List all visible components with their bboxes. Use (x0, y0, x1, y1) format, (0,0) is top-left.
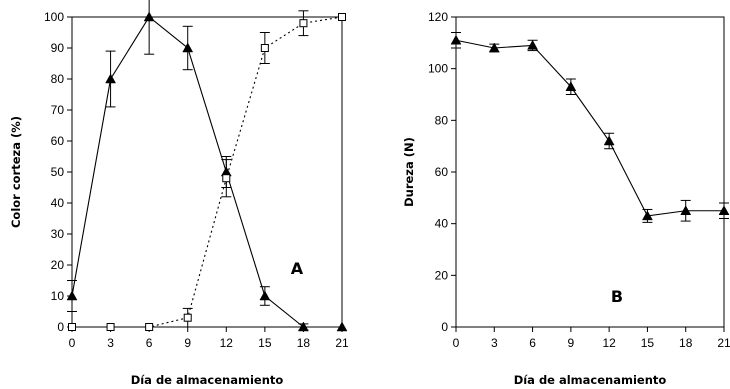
y-tick-label: 120 (428, 10, 448, 24)
y-tick-label: 0 (57, 320, 64, 334)
y-tick-label: 10 (51, 289, 65, 303)
x-tick-label: 18 (297, 336, 311, 350)
y-tick-label: 50 (51, 165, 65, 179)
x-tick-label: 21 (717, 336, 730, 350)
data-point-square (299, 19, 308, 28)
data-point-triangle (298, 321, 309, 332)
x-tick-label: 9 (568, 336, 575, 350)
series-0-line (455, 39, 724, 217)
data-point-square (106, 323, 115, 331)
y-tick-label: 100 (428, 62, 448, 76)
panel-a-plot-frame (71, 16, 343, 328)
y-tick-label: 0 (441, 320, 448, 334)
x-tick-label: 21 (335, 336, 349, 350)
y-tick-label: 40 (51, 196, 65, 210)
panel-b-y-axis-label: Dureza (N) (402, 137, 416, 207)
y-tick-label: 100 (44, 10, 64, 24)
data-point-triangle (336, 321, 348, 332)
data-point-triangle (66, 290, 78, 301)
x-tick-label: 9 (184, 336, 191, 350)
y-tick-label: 60 (435, 165, 449, 179)
panel-b-series (450, 32, 730, 223)
data-point-triangle (488, 42, 500, 53)
x-tick-label: 18 (679, 336, 693, 350)
panel-a-x-axis-label: Día de almacenamiento (131, 373, 284, 387)
y-tick-label: 70 (51, 103, 65, 117)
data-point-triangle (680, 205, 692, 215)
data-point-square (183, 313, 192, 322)
panel-b-plot-frame (455, 16, 725, 328)
y-tick-label: 20 (51, 258, 65, 272)
data-point-triangle (143, 11, 155, 22)
data-point-triangle (527, 39, 538, 50)
data-point-triangle (182, 42, 194, 53)
y-tick-label: 30 (51, 227, 65, 241)
data-point-triangle (642, 210, 653, 221)
panel-a-letter: A (291, 259, 304, 278)
data-point-triangle (259, 290, 271, 301)
y-tick-label: 60 (51, 134, 65, 148)
x-tick-label: 6 (529, 336, 536, 350)
panel-a-y-axis: 0 10 20 30 40 50 60 70 80 90 100 (44, 10, 72, 334)
data-point-triangle (105, 73, 116, 84)
panel-b-x-axis-label: Día de almacenamiento (514, 373, 667, 387)
x-tick-label: 0 (453, 336, 460, 350)
panel-b-letter: B (611, 287, 623, 306)
panel-b-x-axis: 0 3 6 9 12 15 18 21 (453, 327, 730, 350)
x-tick-label: 6 (146, 336, 153, 350)
y-tick-label: 40 (435, 217, 449, 231)
data-point-triangle (603, 135, 615, 146)
panel-a-y-axis-label: Color corteza (%) (9, 116, 23, 228)
data-point-square (222, 174, 231, 183)
x-tick-label: 3 (107, 336, 114, 350)
x-tick-label: 15 (258, 336, 272, 350)
y-tick-label: 20 (435, 268, 449, 282)
data-point-triangle (565, 81, 577, 91)
data-point-square (68, 323, 76, 331)
x-tick-label: 15 (641, 336, 655, 350)
x-tick-label: 3 (491, 336, 498, 350)
y-tick-label: 80 (435, 113, 449, 127)
data-point-square (338, 13, 346, 21)
chart-panel-a: 0 10 20 30 40 50 60 70 80 90 100 0 3 6 9 12 15 18 21 Colo… (9, 0, 349, 387)
x-tick-label: 12 (220, 336, 234, 350)
data-point-triangle (718, 205, 730, 215)
y-tick-label: 90 (51, 41, 65, 55)
data-point-triangle (450, 34, 462, 45)
y-tick-label: 80 (51, 72, 65, 86)
series-1-line (72, 16, 343, 328)
data-point-square (145, 323, 154, 331)
x-tick-label: 0 (69, 336, 76, 350)
panel-a-series (66, 0, 348, 332)
series-0-line (71, 16, 342, 328)
x-tick-label: 12 (602, 336, 616, 350)
data-point-square (260, 44, 269, 52)
panel-b-y-axis: 0 20 40 60 80 100 120 (428, 10, 456, 334)
